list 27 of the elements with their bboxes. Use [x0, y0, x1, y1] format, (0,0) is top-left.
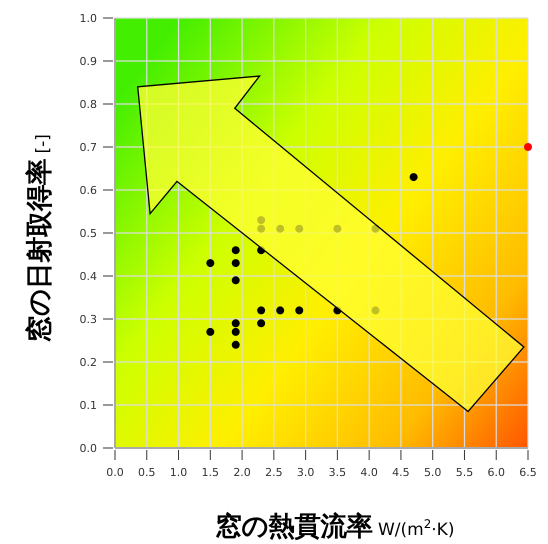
y-tick-label: 0.8 — [80, 98, 97, 111]
y-axis-title: 窓の日射取得率 [-] — [25, 134, 55, 342]
x-tick-label: 1.5 — [202, 466, 220, 479]
x-axis-title: 窓の熱貫流率 W/(m$^{2}$·K) — [216, 512, 454, 542]
y-tick-label: 0.0 — [80, 442, 97, 455]
y-tick-label: 0.1 — [80, 399, 97, 412]
y-tick-label: 0.4 — [80, 270, 97, 283]
y-tick-label: 0.6 — [80, 184, 97, 197]
x-tick-label: 3.0 — [296, 466, 314, 479]
y-tick-label: 1.0 — [80, 12, 97, 25]
y-tick-label: 0.7 — [80, 141, 97, 154]
x-tick-label: 3.5 — [328, 466, 346, 479]
x-tick-label: 0.0 — [106, 466, 124, 479]
x-tick-label: 5.5 — [456, 466, 474, 479]
y-tick-label: 0.3 — [80, 313, 97, 326]
x-tick-label: 2.5 — [265, 466, 283, 479]
y-tick-label: 0.9 — [80, 55, 97, 68]
x-tick-label: 5.0 — [424, 466, 442, 479]
x-tick-label: 4.0 — [360, 466, 378, 479]
x-tick-label: 4.5 — [392, 466, 410, 479]
x-tick-label: 1.0 — [170, 466, 188, 479]
y-tick-label: 0.5 — [80, 227, 97, 240]
x-tick-label: 6.0 — [487, 466, 505, 479]
x-tick-label: 6.5 — [519, 466, 537, 479]
x-tick-label: 0.5 — [138, 466, 156, 479]
x-tick-label: 2.0 — [233, 466, 251, 479]
y-tick-label: 0.2 — [80, 356, 97, 369]
